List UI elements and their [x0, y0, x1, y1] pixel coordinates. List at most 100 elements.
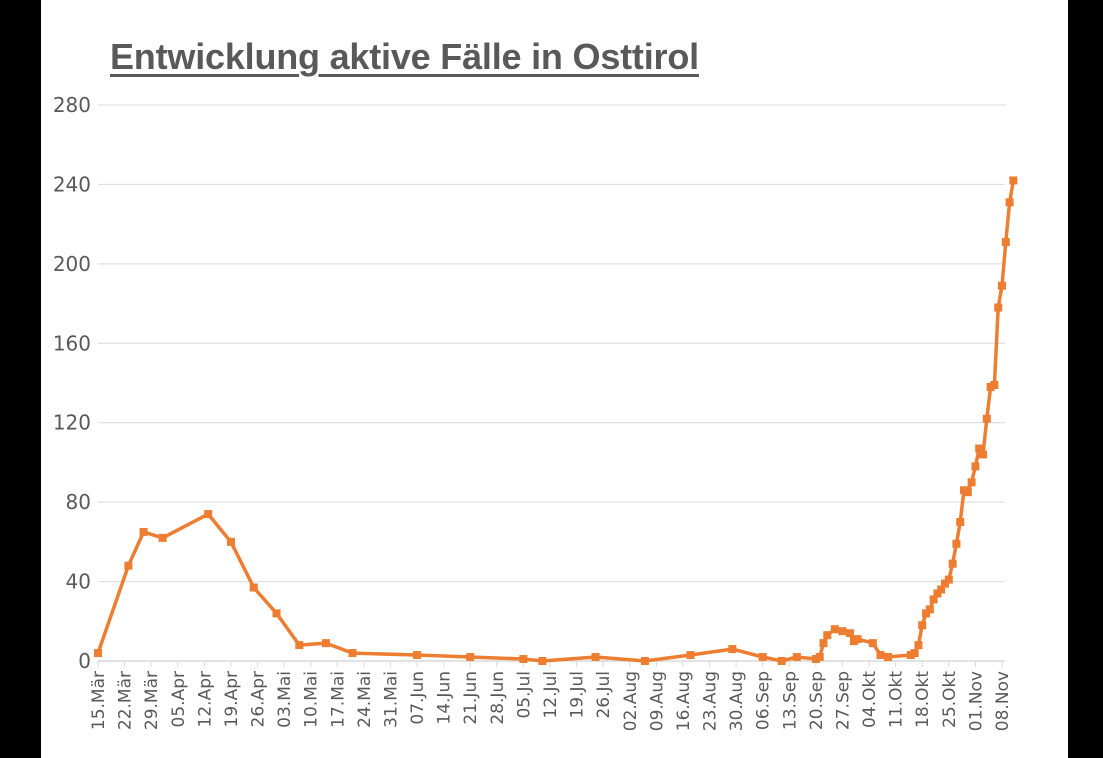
- x-axis: 15.Mär 22.Mär 29.Mär 05.Apr 12.Apr 19.Apr 26.A…: [89, 660, 1013, 731]
- y-tick-label: 40: [66, 570, 91, 594]
- data-point-marker: [838, 627, 847, 636]
- x-tick-label: 23.Aug: [701, 671, 721, 731]
- data-point-marker: [868, 639, 877, 648]
- x-tick-label: 25.Okt: [940, 671, 960, 728]
- data-point-marker: [792, 653, 801, 662]
- x-tick-label: 02.Aug: [621, 671, 641, 731]
- data-point-marker: [823, 631, 832, 640]
- data-point-marker: [956, 518, 965, 526]
- data-point-marker: [815, 653, 824, 662]
- data-point-marker: [591, 653, 600, 662]
- data-point-marker: [929, 595, 938, 604]
- x-tick-label: 20.Sep: [807, 671, 827, 730]
- y-tick-label: 80: [66, 490, 91, 514]
- x-tick-label: 08.Nov: [993, 671, 1013, 731]
- data-point-marker: [910, 649, 919, 658]
- x-tick-label: 12.Apr: [195, 671, 215, 727]
- data-point-marker: [1005, 198, 1014, 207]
- data-point-marker: [853, 635, 862, 644]
- y-axis-labels: 0 40 80 120 160 200 240 280: [53, 93, 91, 673]
- data-point-marker: [413, 651, 422, 660]
- x-tick-label: 24.Mai: [355, 671, 375, 728]
- data-point-marker: [321, 639, 330, 648]
- data-point-marker: [538, 657, 547, 665]
- x-tick-label: 09.Aug: [647, 671, 667, 731]
- x-tick-label: 27.Sep: [833, 671, 853, 730]
- x-tick-label: 22.Mär: [116, 671, 136, 730]
- data-point-marker: [846, 629, 855, 638]
- x-tick-label: 21.Jun: [461, 671, 481, 725]
- data-point-marker: [348, 649, 357, 658]
- x-tick-label: 16.Aug: [674, 671, 694, 731]
- data-series: [94, 176, 1018, 665]
- x-tick-label: 10.Mai: [302, 671, 322, 728]
- data-point-marker: [994, 303, 1003, 312]
- x-tick-label: 06.Sep: [754, 671, 774, 730]
- series-line: [96, 180, 1016, 663]
- x-tick-label: 17.Mai: [328, 671, 348, 728]
- data-point-marker: [884, 653, 893, 662]
- x-tick-label: 05.Jul: [514, 671, 534, 719]
- data-point-marker: [975, 444, 984, 453]
- data-point-marker: [982, 414, 991, 423]
- x-tick-label: 03.Mai: [275, 671, 295, 728]
- data-point-marker: [226, 537, 235, 546]
- data-point-marker: [952, 539, 961, 548]
- gridlines: [98, 104, 1005, 662]
- data-point-marker: [1009, 176, 1018, 185]
- data-point-marker: [519, 655, 528, 664]
- data-point-marker: [158, 533, 167, 542]
- data-point-marker: [1001, 238, 1010, 247]
- data-point-marker: [998, 281, 1006, 290]
- data-point-marker: [466, 653, 475, 662]
- x-tick-label: 28.Jun: [488, 671, 508, 725]
- data-point-marker: [971, 462, 980, 471]
- x-tick-label: 18.Okt: [913, 671, 933, 728]
- x-tick-label: 11.Okt: [887, 671, 907, 728]
- data-point-marker: [777, 657, 786, 665]
- x-tick-label: 26.Jul: [594, 671, 614, 719]
- data-point-marker: [295, 641, 304, 650]
- data-point-marker: [249, 583, 258, 592]
- data-point-marker: [918, 621, 927, 630]
- chart-title: Entwicklung aktive Fälle in Osttirol: [110, 36, 699, 77]
- data-point-marker: [925, 605, 934, 614]
- x-tick-label: 05.Apr: [169, 671, 189, 727]
- x-tick-label: 13.Sep: [780, 671, 800, 730]
- x-tick-label: 07.Jun: [408, 671, 428, 725]
- x-tick-label: 19.Apr: [222, 671, 242, 727]
- data-point-marker: [640, 657, 649, 665]
- data-point-marker: [686, 651, 695, 660]
- y-tick-label: 120: [53, 411, 91, 435]
- y-tick-label: 160: [53, 331, 91, 355]
- x-tick-label: 14.Jun: [435, 671, 455, 725]
- data-point-marker: [830, 625, 839, 634]
- data-point-marker: [948, 559, 957, 568]
- data-point-marker: [758, 653, 767, 662]
- y-tick-label: 280: [53, 93, 91, 117]
- x-tick-label: 19.Jul: [568, 671, 588, 719]
- x-tick-label: 01.Nov: [966, 671, 986, 731]
- data-point-marker: [139, 527, 148, 536]
- x-tick-label: 04.Okt: [860, 671, 880, 728]
- x-tick-label: 29.Mär: [142, 671, 162, 730]
- y-tick-label: 240: [53, 172, 91, 196]
- y-tick-label: 0: [78, 649, 91, 673]
- data-point-marker: [990, 380, 999, 389]
- data-point-marker: [914, 641, 923, 650]
- data-point-marker: [272, 609, 281, 618]
- data-point-marker: [94, 649, 102, 658]
- x-tick-label: 12.Jul: [541, 671, 561, 719]
- x-tick-label: 26.Apr: [249, 671, 269, 727]
- x-tick-label: 15.Mär: [89, 671, 109, 730]
- data-point-marker: [967, 478, 976, 487]
- data-point-marker: [124, 561, 133, 570]
- data-point-marker: [937, 585, 946, 594]
- x-tick-label: 31.Mai: [381, 671, 401, 728]
- data-point-marker: [819, 639, 828, 648]
- data-point-marker: [944, 575, 953, 584]
- x-tick-label: 30.Aug: [727, 671, 747, 731]
- data-point-marker: [979, 450, 988, 459]
- chart-canvas: [41, 0, 1068, 758]
